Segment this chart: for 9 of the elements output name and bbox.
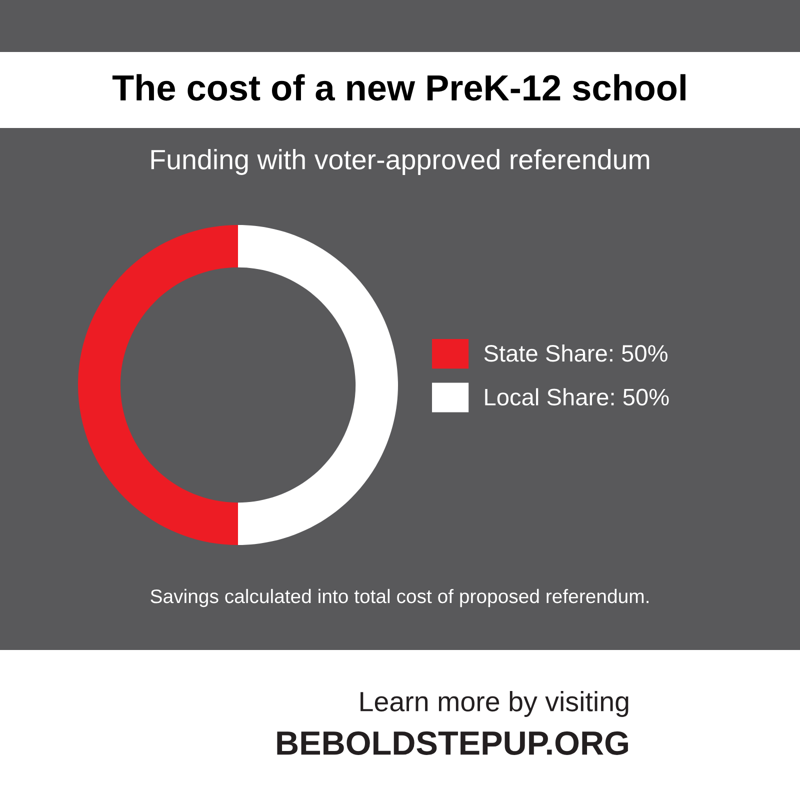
text: Savings calculated into total cost of proposed referendum. (150, 588, 648, 608)
chart-subtitle: Funding with voter-approved referendum (151, 149, 650, 175)
donut-slice (238, 225, 398, 545)
legend-label: Local Share: 50% (485, 388, 669, 406)
legend-label: State Share: 50% (484, 344, 668, 362)
donut-slice (78, 225, 238, 545)
text: Learn more by visiting (360, 691, 628, 717)
chart-title: The cost of a new PreK-12 school (112, 74, 686, 101)
text: BEBOLDSTEPUP.ORG (277, 731, 628, 755)
